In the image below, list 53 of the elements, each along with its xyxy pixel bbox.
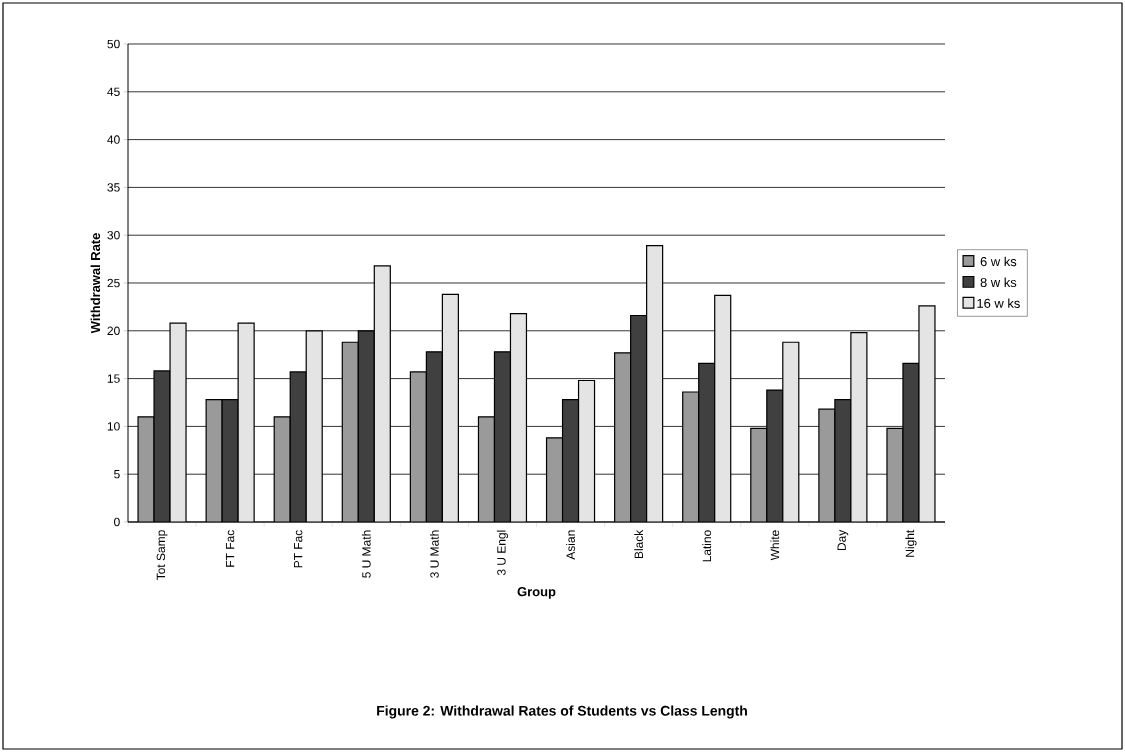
- y-tick-label: 30: [107, 230, 120, 240]
- x-tick-label: 3 U Engl: [496, 530, 509, 576]
- bar: [698, 362, 716, 522]
- y-tick-label: 0: [114, 517, 120, 527]
- bar: [493, 351, 512, 522]
- bar: [782, 341, 800, 522]
- text: Figure 2: Withdrawal Rates of Students vs Class Length: [377, 705, 747, 719]
- y-tick-label: 50: [107, 39, 120, 49]
- bar: [630, 314, 648, 522]
- x-tick-label: Day: [837, 529, 849, 551]
- bar: [646, 245, 664, 522]
- x-axis-title: Group: [517, 587, 556, 599]
- y-tick-label: 10: [107, 422, 120, 431]
- bar: [357, 330, 375, 522]
- bar: [614, 352, 632, 522]
- x-tick-label: Night: [905, 529, 917, 557]
- x-tick-label: 5 U Math: [361, 530, 371, 578]
- y-tick-label: 25: [107, 278, 120, 288]
- legend-label: 8 w ks: [980, 277, 1017, 288]
- bar: [425, 351, 443, 522]
- x-tick-label: Asian: [566, 530, 575, 560]
- bar: [409, 371, 427, 522]
- y-tick-label: 20: [107, 326, 120, 336]
- bar: [750, 427, 768, 522]
- y-tick-label: 35: [107, 183, 120, 192]
- x-tick-label: White: [770, 530, 780, 561]
- y-tick-label: 15: [107, 374, 120, 383]
- x-tick-label: 3 U Math: [430, 530, 439, 578]
- bar: [441, 293, 459, 522]
- x-tick-label: PT Fac: [294, 530, 303, 568]
- y-tick-label: 40: [107, 135, 120, 144]
- bar: [545, 437, 564, 522]
- bar: [341, 341, 359, 522]
- x-tick-label: Black: [634, 529, 644, 559]
- bar: [477, 416, 496, 522]
- x-tick-label: Latino: [702, 530, 712, 562]
- bar: [577, 379, 596, 522]
- x-tick-label: FT Fac: [225, 530, 235, 567]
- x-tick-label: Tot Samp: [156, 530, 168, 580]
- bar: [766, 389, 784, 522]
- bar: [509, 312, 528, 522]
- bar: [714, 294, 732, 522]
- bar: [289, 371, 307, 522]
- y-tick-label: 45: [107, 87, 120, 96]
- y-tick-label: 5: [114, 470, 120, 479]
- bar: [373, 265, 391, 522]
- bar: [561, 399, 580, 522]
- bar: [305, 330, 323, 522]
- legend-label: 6 w ks: [980, 256, 1017, 267]
- bar: [682, 391, 700, 522]
- y-axis-title: Withdrawal Rate: [90, 233, 101, 334]
- bar: [273, 416, 291, 522]
- legend-label: 16 w ks: [977, 298, 1020, 308]
